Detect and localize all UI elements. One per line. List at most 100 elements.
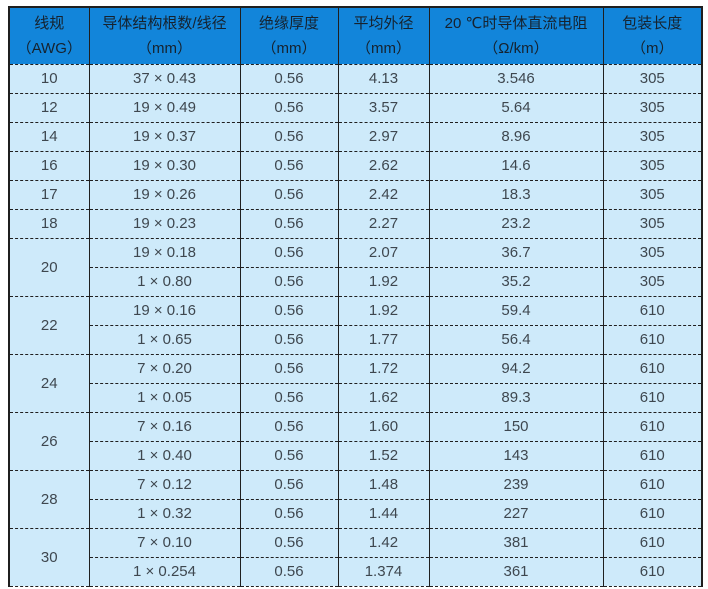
- outer-diameter-cell: 2.97: [338, 122, 430, 152]
- pack-length-cell: 305: [603, 238, 703, 268]
- dc-resistance-cell: 8.96: [429, 122, 604, 152]
- table-row: 28 7 × 0.12 0.56 1.48 239 610: [9, 470, 703, 529]
- header-outer-diameter: 平均外径 （mm）: [338, 7, 430, 65]
- table-row: 22 19 × 0.16 0.56 1.92 59.4 610: [9, 296, 703, 355]
- wire-spec-table: 线规 （AWG） 导体结构根数/线径 （mm） 绝缘厚度 （mm） 平均外径 （…: [8, 6, 703, 587]
- pack-length-cell: 610: [603, 354, 703, 384]
- insulation-cell: 0.56: [240, 180, 339, 210]
- outer-diameter-cell: 2.07: [338, 238, 430, 268]
- dc-resistance-cell: 381: [429, 528, 604, 558]
- insulation-cell: 0.56: [240, 412, 339, 442]
- awg-cell: 24: [9, 354, 90, 413]
- structure-cell: 19 × 0.26: [89, 180, 241, 210]
- pack-length-cell: 305: [603, 122, 703, 152]
- pack-length-cell: 305: [603, 209, 703, 239]
- structure-cell: 19 × 0.16: [89, 296, 241, 326]
- structure-cell: 1 × 0.80: [89, 267, 241, 297]
- pack-length-cell: 305: [603, 93, 703, 123]
- pack-length-cell: 305: [603, 180, 703, 210]
- awg-cell: 30: [9, 528, 90, 587]
- insulation-cell: 0.56: [240, 296, 339, 326]
- pack-length-cell: 610: [603, 383, 703, 413]
- awg-cell: 26: [9, 412, 90, 471]
- header-awg: 线规 （AWG）: [9, 7, 90, 65]
- outer-diameter-cell: 2.42: [338, 180, 430, 210]
- dc-resistance-cell: 3.546: [429, 64, 604, 94]
- insulation-cell: 0.56: [240, 557, 339, 587]
- header-dc-resistance: 20 ℃时导体直流电阻 （Ω/km）: [429, 7, 604, 65]
- dc-resistance-cell: 150: [429, 412, 604, 442]
- structure-cell: 7 × 0.20: [89, 354, 241, 384]
- outer-diameter-cell: 1.52: [338, 441, 430, 471]
- dc-resistance-cell: 5.64: [429, 93, 604, 123]
- header-pack-length: 包装长度 （m）: [603, 7, 703, 65]
- structure-cell: 7 × 0.16: [89, 412, 241, 442]
- dc-resistance-cell: 35.2: [429, 267, 604, 297]
- awg-cell: 18: [9, 209, 90, 239]
- header-insulation-unit: （mm）: [261, 39, 317, 57]
- insulation-cell: 0.56: [240, 267, 339, 297]
- outer-diameter-cell: 2.62: [338, 151, 430, 181]
- outer-diameter-cell: 2.27: [338, 209, 430, 239]
- insulation-cell: 0.56: [240, 528, 339, 558]
- header-structure-unit: （mm）: [137, 39, 192, 57]
- table-row: 1 × 0.65 0.56 1.77 56.4 610: [9, 325, 703, 355]
- pack-length-cell: 610: [603, 412, 703, 442]
- header-structure-title: 导体结构根数/线径: [102, 14, 227, 32]
- header-dc-resistance-unit: （Ω/km）: [483, 39, 549, 57]
- structure-cell: 1 × 0.40: [89, 441, 241, 471]
- dc-resistance-cell: 56.4: [429, 325, 604, 355]
- insulation-cell: 0.56: [240, 151, 339, 181]
- dc-resistance-cell: 239: [429, 470, 604, 500]
- dc-resistance-cell: 89.3: [429, 383, 604, 413]
- header-awg-title: 线规: [34, 14, 65, 32]
- insulation-cell: 0.56: [240, 441, 339, 471]
- dc-resistance-cell: 14.6: [429, 151, 604, 181]
- structure-cell: 7 × 0.12: [89, 470, 241, 500]
- insulation-cell: 0.56: [240, 238, 339, 268]
- dc-resistance-cell: 59.4: [429, 296, 604, 326]
- pack-length-cell: 610: [603, 325, 703, 355]
- header-outer-diameter-title: 平均外径: [353, 14, 414, 32]
- dc-resistance-cell: 18.3: [429, 180, 604, 210]
- outer-diameter-cell: 1.62: [338, 383, 430, 413]
- table-row: 18 19 × 0.23 0.56 2.27 23.2 305: [9, 209, 703, 239]
- structure-cell: 19 × 0.23: [89, 209, 241, 239]
- pack-length-cell: 305: [603, 267, 703, 297]
- pack-length-cell: 610: [603, 499, 703, 529]
- table-row: 1 × 0.05 0.56 1.62 89.3 610: [9, 383, 703, 413]
- awg-cell: 16: [9, 151, 90, 181]
- insulation-cell: 0.56: [240, 325, 339, 355]
- structure-cell: 19 × 0.49: [89, 93, 241, 123]
- table-row: 12 19 × 0.49 0.56 3.57 5.64 305: [9, 93, 703, 123]
- header-pack-length-unit: （m）: [631, 39, 674, 57]
- table-row: 1 × 0.32 0.56 1.44 227 610: [9, 499, 703, 529]
- structure-cell: 1 × 0.65: [89, 325, 241, 355]
- table-row: 1 × 0.80 0.56 1.92 35.2 305: [9, 267, 703, 297]
- awg-cell: 17: [9, 180, 90, 210]
- table-row: 17 19 × 0.26 0.56 2.42 18.3 305: [9, 180, 703, 210]
- pack-length-cell: 305: [603, 151, 703, 181]
- structure-cell: 19 × 0.18: [89, 238, 241, 268]
- table-row: 10 37 × 0.43 0.56 4.13 3.546 305: [9, 64, 703, 94]
- insulation-cell: 0.56: [240, 93, 339, 123]
- insulation-cell: 0.56: [240, 383, 339, 413]
- outer-diameter-cell: 1.92: [338, 296, 430, 326]
- insulation-cell: 0.56: [240, 470, 339, 500]
- header-dc-resistance-title: 20 ℃时导体直流电阻: [444, 14, 588, 32]
- header-insulation: 绝缘厚度 （mm）: [240, 7, 339, 65]
- header-awg-unit: （AWG）: [16, 39, 82, 57]
- structure-cell: 1 × 0.32: [89, 499, 241, 529]
- table-row: 30 7 × 0.10 0.56 1.42 381 610: [9, 528, 703, 587]
- header-insulation-title: 绝缘厚度: [258, 14, 319, 32]
- header-structure: 导体结构根数/线径 （mm）: [89, 7, 241, 65]
- insulation-cell: 0.56: [240, 122, 339, 152]
- pack-length-cell: 610: [603, 470, 703, 500]
- outer-diameter-cell: 1.42: [338, 528, 430, 558]
- pack-length-cell: 610: [603, 441, 703, 471]
- structure-cell: 37 × 0.43: [89, 64, 241, 94]
- insulation-cell: 0.56: [240, 64, 339, 94]
- structure-cell: 19 × 0.37: [89, 122, 241, 152]
- structure-cell: 1 × 0.05: [89, 383, 241, 413]
